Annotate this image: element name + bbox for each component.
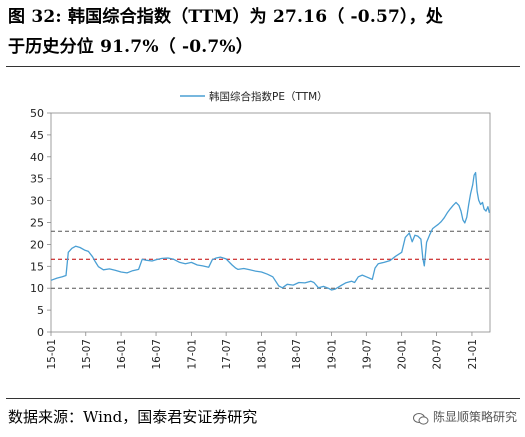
- y-tick-label: 10: [30, 282, 44, 295]
- x-tick-label: 18-01: [256, 339, 268, 370]
- y-tick-label: 50: [30, 107, 44, 120]
- watermark-text: 陈显顺策略研究: [432, 410, 517, 424]
- y-tick-label: 5: [37, 304, 44, 317]
- bottom-rule: [6, 398, 520, 399]
- y-tick-label: 35: [30, 173, 44, 186]
- x-tick-label: 15-07: [81, 339, 93, 370]
- pe-line-chart: 0 5 10 15 20 25 30 35 40 45 50 15-01 15-07 16-01 16-0…: [30, 90, 491, 370]
- caption-line-1: 图 32: 韩国综合指数（TTM）为 27.16（ -0.57），处: [8, 7, 444, 27]
- plot-area: [50, 112, 491, 333]
- y-tick-label: 40: [30, 151, 44, 164]
- figure-caption: 图 32: 韩国综合指数（TTM）为 27.16（ -0.57），处 于历史分位…: [8, 2, 520, 62]
- x-tick-label: 20-07: [432, 339, 444, 370]
- series-line-0: [50, 171, 491, 291]
- caption-line-2: 于历史分位 91.7%（ -0.7%）: [8, 37, 253, 57]
- y-tick-label: 20: [30, 238, 44, 251]
- x-tick-label: 20-01: [397, 339, 409, 370]
- x-tick-label: 15-01: [46, 339, 58, 370]
- x-tick-label: 19-07: [361, 339, 373, 370]
- y-tick-label: 30: [30, 195, 44, 208]
- x-tick-label: 17-07: [221, 339, 233, 370]
- y-tick-label: 25: [30, 217, 44, 230]
- top-rule: [6, 66, 520, 67]
- legend-label: 韩国综合指数PE（TTM）: [209, 90, 328, 103]
- x-tick-label: 17-01: [186, 339, 198, 370]
- watermark: 陈显顺策略研究: [412, 407, 517, 427]
- x-tick-label: 16-07: [151, 339, 163, 370]
- x-tick-label: 19-01: [327, 339, 339, 370]
- y-tick-label: 0: [37, 326, 44, 339]
- data-source: 数据来源：Wind，国泰君安证券研究: [8, 408, 258, 426]
- x-tick-label: 21-01: [467, 339, 479, 370]
- wechat-icon: [412, 411, 429, 425]
- x-tick-label: 16-01: [116, 339, 128, 370]
- y-tick-label: 15: [30, 260, 44, 273]
- x-tick-label: 18-07: [291, 339, 303, 370]
- chart-legend: 韩国综合指数PE（TTM）: [180, 90, 328, 103]
- y-tick-label: 45: [30, 129, 44, 142]
